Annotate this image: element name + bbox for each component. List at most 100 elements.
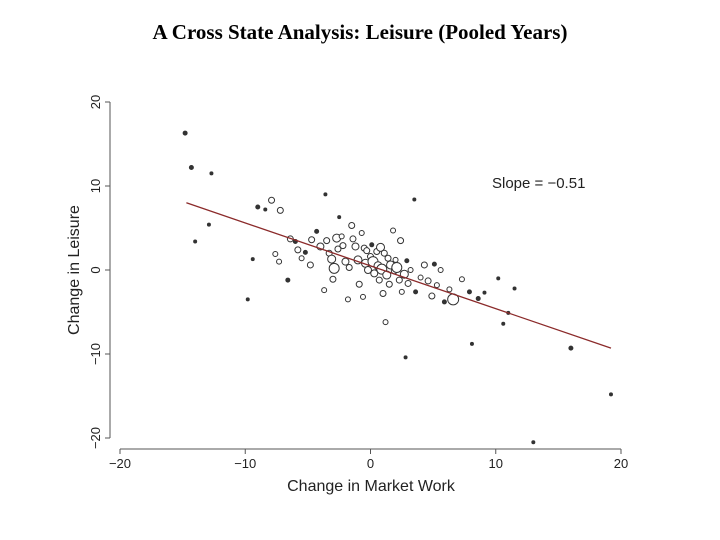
data-point	[339, 242, 347, 250]
data-point	[531, 440, 536, 445]
data-point	[407, 267, 414, 273]
data-point	[294, 246, 302, 254]
data-point	[327, 254, 337, 264]
data-point	[446, 286, 453, 293]
data-point	[385, 280, 393, 288]
data-point	[308, 236, 316, 244]
data-point	[349, 235, 357, 243]
x-tick-label: −10	[234, 456, 256, 471]
data-point	[398, 288, 405, 295]
x-tick-label: 10	[489, 456, 503, 471]
y-axis-title: Change in Leisure	[66, 205, 83, 335]
data-point	[348, 221, 356, 229]
data-point	[337, 215, 342, 220]
data-point	[413, 289, 419, 295]
data-point	[250, 257, 255, 262]
data-point	[276, 206, 284, 214]
data-point	[314, 228, 320, 234]
data-point	[323, 237, 331, 245]
data-point	[469, 341, 474, 346]
y-tick-label: −20	[88, 427, 103, 449]
data-point	[404, 258, 410, 264]
y-tick-label: −10	[88, 343, 103, 365]
data-point	[379, 290, 387, 298]
data-point	[437, 267, 444, 273]
data-point	[375, 276, 383, 284]
data-point	[363, 247, 371, 255]
y-tick-label: 10	[88, 179, 103, 193]
data-point	[285, 277, 291, 283]
data-point	[245, 297, 250, 302]
slide-title: A Cross State Analysis: Leisure (Pooled …	[152, 20, 568, 44]
data-point	[420, 261, 428, 269]
x-axis-ticks: −20 −10 0 10 20	[109, 449, 628, 471]
data-point	[302, 249, 308, 255]
data-point	[395, 276, 403, 284]
data-point	[334, 245, 342, 253]
data-point	[482, 290, 487, 295]
data-point	[323, 192, 328, 197]
data-point	[345, 263, 353, 271]
data-point	[391, 261, 403, 273]
data-point	[568, 345, 574, 351]
data-point	[380, 249, 388, 257]
y-tick-label: 20	[88, 95, 103, 109]
data-point	[512, 286, 517, 291]
data-point	[351, 242, 360, 251]
data-point	[321, 287, 328, 294]
data-point	[397, 237, 405, 245]
data-point	[306, 261, 314, 269]
data-point	[188, 165, 194, 171]
data-point	[466, 289, 472, 295]
data-points	[182, 130, 613, 445]
data-point	[298, 255, 305, 262]
data-point	[341, 257, 350, 266]
data-point	[268, 196, 276, 204]
data-point	[355, 280, 363, 288]
data-point	[329, 275, 337, 283]
data-point	[328, 262, 340, 274]
data-point	[344, 296, 351, 303]
data-point	[384, 254, 392, 262]
data-point	[608, 392, 613, 397]
data-point	[182, 130, 188, 136]
x-tick-label: 20	[614, 456, 628, 471]
data-point	[363, 266, 372, 274]
y-axis-ticks: −20 −10 0 10 20	[88, 95, 110, 449]
data-point	[458, 276, 465, 283]
data-point	[417, 274, 424, 281]
data-point	[193, 239, 198, 244]
data-point	[358, 230, 365, 237]
data-point	[359, 293, 366, 300]
slope-annotation: Slope = −0.51	[492, 175, 585, 192]
data-point	[431, 261, 437, 267]
data-point	[376, 242, 386, 252]
data-point	[403, 355, 408, 360]
data-point	[255, 204, 261, 210]
data-point	[428, 292, 436, 300]
data-point	[475, 296, 481, 302]
x-axis-title: Change in Market Work	[287, 478, 456, 495]
data-point	[206, 222, 211, 227]
axes: −20 −10 0 10 20 −20 −10 0 10 20	[88, 95, 628, 471]
data-point	[392, 256, 399, 263]
y-tick-label: 0	[88, 266, 103, 273]
data-point	[338, 233, 345, 240]
data-point	[272, 251, 279, 258]
data-point	[209, 171, 214, 176]
fit-line	[186, 202, 612, 349]
data-point	[501, 321, 506, 326]
data-point	[412, 197, 417, 202]
data-point	[382, 319, 389, 326]
data-point	[370, 269, 379, 278]
data-point	[433, 282, 440, 289]
data-point	[424, 277, 432, 285]
data-point	[263, 207, 268, 212]
data-point	[369, 242, 375, 248]
x-tick-label: 0	[367, 456, 374, 471]
data-point	[390, 227, 397, 234]
x-tick-label: −20	[109, 456, 131, 471]
data-point	[496, 276, 501, 281]
data-point	[404, 279, 412, 287]
